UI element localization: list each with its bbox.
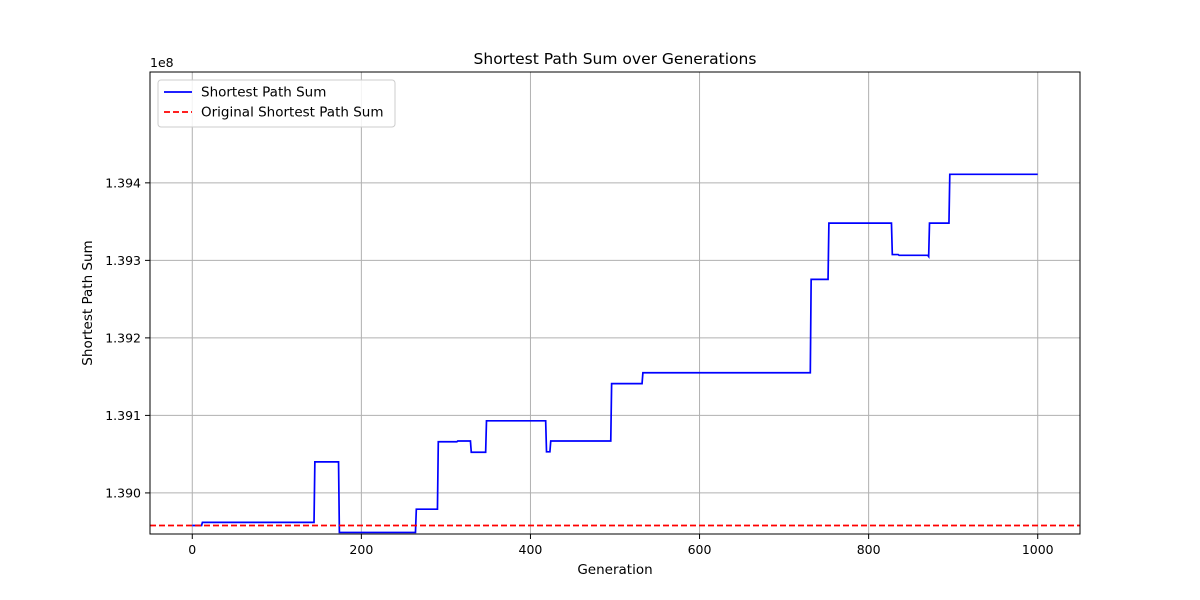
y-tick-label: 1.394 — [105, 175, 141, 190]
x-tick-label: 1000 — [1022, 542, 1054, 557]
y-tick-label: 1.390 — [105, 485, 141, 500]
y-tick-label: 1.392 — [105, 330, 141, 345]
tick-layer: 0 200 400 600 800 1000 1.390 1.391 1.392 1.393 1.3… — [105, 175, 1053, 557]
x-tick-label: 200 — [349, 542, 373, 557]
y-tick-label: 1.391 — [105, 408, 141, 423]
chart-title: Shortest Path Sum over Generations — [474, 50, 757, 68]
x-tick-label: 400 — [519, 542, 543, 557]
plot-frame — [149, 71, 1081, 535]
x-tick-label: 0 — [188, 542, 196, 557]
legend: Shortest Path Sum Original Shortest Path … — [157, 79, 396, 128]
grid-layer — [150, 72, 1080, 534]
series-layer — [150, 173, 1080, 534]
y-tick-label: 1.393 — [105, 253, 141, 268]
x-tick-label: 600 — [688, 542, 712, 557]
x-tick-label: 800 — [857, 542, 881, 557]
series-line — [192, 173, 1038, 534]
y-offset-label: 1e8 — [150, 55, 174, 70]
legend-label: Original Shortest Path Sum — [201, 105, 384, 121]
legend-label: Shortest Path Sum — [201, 85, 326, 101]
x-axis-label: Generation — [577, 562, 652, 578]
y-axis-label: Shortest Path Sum — [80, 240, 96, 365]
legend-box — [157, 79, 396, 128]
